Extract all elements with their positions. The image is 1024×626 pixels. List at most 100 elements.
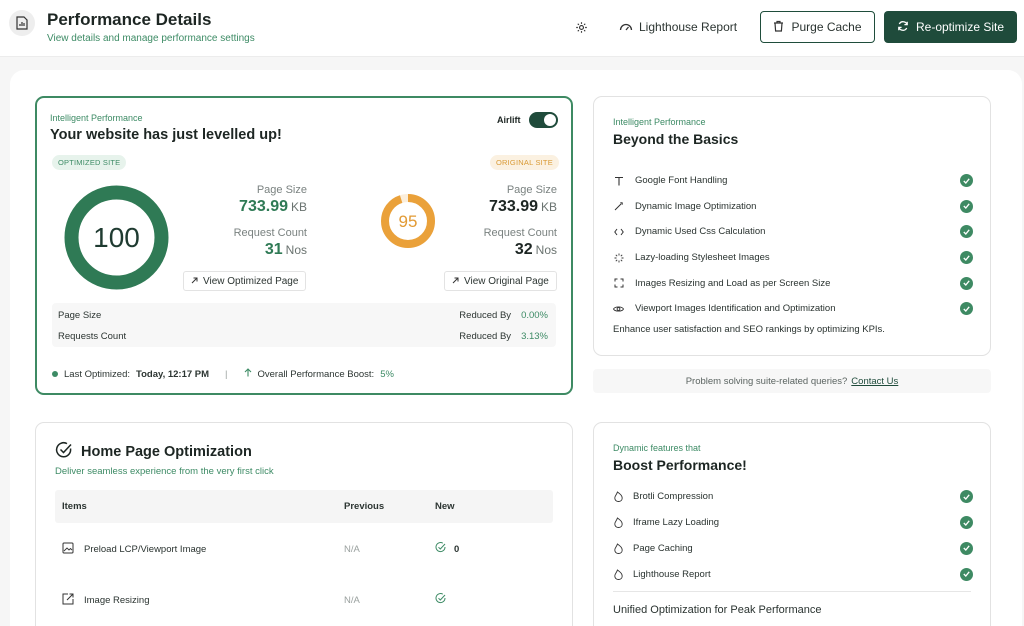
purge-cache-label: Purge Cache [791, 20, 862, 34]
table-header: Items Previous New [55, 490, 553, 523]
original-score-value: 95 [399, 212, 418, 231]
feature-label: Dynamic Image Optimization [635, 200, 757, 212]
check-icon [960, 174, 973, 188]
optimized-request-value: 31 [264, 241, 283, 258]
beyond-feature-list: Google Font Handling Dynamic Image Optim… [613, 168, 973, 322]
text-icon [613, 175, 624, 186]
eye-icon [613, 303, 624, 314]
boost-heading: Boost Performance! [613, 457, 747, 473]
original-score-ring: 95 [381, 194, 435, 248]
feature-label: Brotli Compression [633, 491, 714, 503]
check-icon [960, 541, 973, 555]
feature-label: Images Resizing and Load as per Screen S… [635, 277, 831, 289]
flame-icon [613, 543, 624, 554]
check-icon [960, 251, 973, 265]
performance-eyebrow: Intelligent Performance [50, 113, 143, 123]
column-header-previous: Previous [344, 501, 385, 512]
reduced-by-value: 0.00% [521, 310, 548, 321]
original-request-label: Request Count [483, 227, 557, 239]
original-page-size-value: 733.99 [489, 198, 538, 215]
original-page-size-label: Page Size [506, 184, 557, 196]
resize-icon [62, 593, 74, 608]
page-title: Performance Details [47, 10, 212, 29]
purge-cache-button[interactable]: Purge Cache [760, 11, 875, 43]
list-item: Page Caching [613, 536, 973, 562]
expand-icon [613, 278, 624, 289]
reduced-by-label: Reduced By [459, 310, 512, 321]
check-circle-icon [55, 441, 73, 463]
table-row: Image Resizing N/A [55, 575, 553, 625]
feature-label: Lazy-loading Stylesheet Images [635, 252, 770, 264]
home-page-optimization-card: Home Page Optimization Deliver seamless … [35, 422, 573, 626]
optimized-page-size-label: Page Size [256, 184, 307, 196]
reoptimize-site-label: Re-optimize Site [915, 20, 1005, 34]
check-icon [960, 516, 973, 530]
view-original-page-label: View Original Page [464, 275, 549, 287]
report-document-icon [9, 10, 35, 36]
contact-us-link[interactable]: Contact Us [851, 375, 899, 387]
list-item: Google Font Handling [613, 168, 973, 194]
check-circle-icon [435, 593, 446, 607]
view-optimized-page-link[interactable]: View Optimized Page [183, 271, 307, 291]
feature-label: Google Font Handling [635, 175, 728, 187]
row-item-label: Image Resizing [84, 594, 150, 606]
list-item: Lighthouse Report [613, 561, 973, 587]
feature-label: Lighthouse Report [633, 568, 711, 580]
flame-icon [613, 569, 624, 580]
divider [613, 591, 971, 592]
settings-gear-icon[interactable] [573, 19, 589, 35]
row-new: 0 [454, 543, 460, 555]
list-item: Brotli Compression [613, 484, 973, 510]
magic-wand-icon [613, 201, 624, 212]
view-original-page-link[interactable]: View Original Page [444, 271, 557, 291]
performance-card: Intelligent Performance Your website has… [35, 96, 573, 395]
boost-performance-card: Dynamic features that Boost Performance!… [593, 422, 991, 626]
beyond-eyebrow: Intelligent Performance [613, 117, 706, 127]
refresh-icon [897, 20, 909, 35]
feature-label: Iframe Lazy Loading [633, 517, 720, 529]
boost-eyebrow: Dynamic features that [613, 443, 701, 453]
original-score-arc [381, 194, 435, 248]
row-previous: N/A [344, 594, 360, 606]
performance-heading: Your website has just levelled up! [50, 127, 282, 143]
check-icon [960, 302, 973, 316]
feature-label: Page Caching [633, 542, 693, 554]
feature-label: Dynamic Used Css Calculation [635, 226, 766, 238]
optimized-page-size: Page Size 733.99 KB [197, 184, 307, 216]
boost-label: Overall Performance Boost: [257, 368, 375, 380]
table-row: Preload LCP/Viewport Image N/A 0 [55, 524, 553, 574]
code-icon [613, 226, 624, 237]
column-header-items: Items [62, 501, 87, 512]
airlift-toggle-group: Airlift [497, 112, 558, 128]
optimized-score-ring: 100 [64, 185, 169, 290]
view-optimized-page-label: View Optimized Page [203, 275, 299, 287]
optimized-request-label: Request Count [233, 227, 307, 239]
trash-icon [773, 20, 784, 35]
check-icon [960, 490, 973, 504]
help-strip: Problem solving suite-related queries? C… [593, 369, 991, 393]
lighthouse-report-button[interactable]: Lighthouse Report [619, 18, 737, 36]
reduction-summary: Page Size Reduced By 0.00% Requests Count… [52, 303, 556, 347]
optimization-footer: Last Optimized: Today, 12:17 PM | Overal… [52, 368, 394, 380]
beyond-basics-card: Intelligent Performance Beyond the Basic… [593, 96, 991, 356]
check-icon [960, 276, 973, 290]
original-site-badge: ORIGINAL SITE [490, 155, 559, 170]
home-subtitle: Deliver seamless experience from the ver… [55, 466, 274, 477]
optimized-page-size-unit: KB [290, 200, 307, 214]
reoptimize-site-button[interactable]: Re-optimize Site [884, 11, 1017, 43]
boost-footer: Unified Optimization for Peak Performanc… [613, 604, 822, 616]
home-title-group: Home Page Optimization [55, 441, 252, 463]
row-previous: N/A [344, 543, 360, 555]
optimized-score-arc [64, 185, 169, 290]
beyond-note: Enhance user satisfaction and SEO rankin… [613, 324, 885, 335]
original-request-value: 32 [514, 241, 533, 258]
column-header-new: New [435, 501, 455, 512]
list-item: Iframe Lazy Loading [613, 510, 973, 536]
airlift-label: Airlift [497, 115, 521, 125]
summary-label: Page Size [58, 310, 102, 321]
airlift-toggle[interactable] [528, 112, 558, 128]
lighthouse-report-label: Lighthouse Report [639, 20, 738, 34]
summary-row-requests: Requests Count Reduced By 3.13% [58, 331, 548, 342]
last-optimized-value: Today, 12:17 PM [136, 368, 210, 380]
divider: | [225, 368, 228, 380]
